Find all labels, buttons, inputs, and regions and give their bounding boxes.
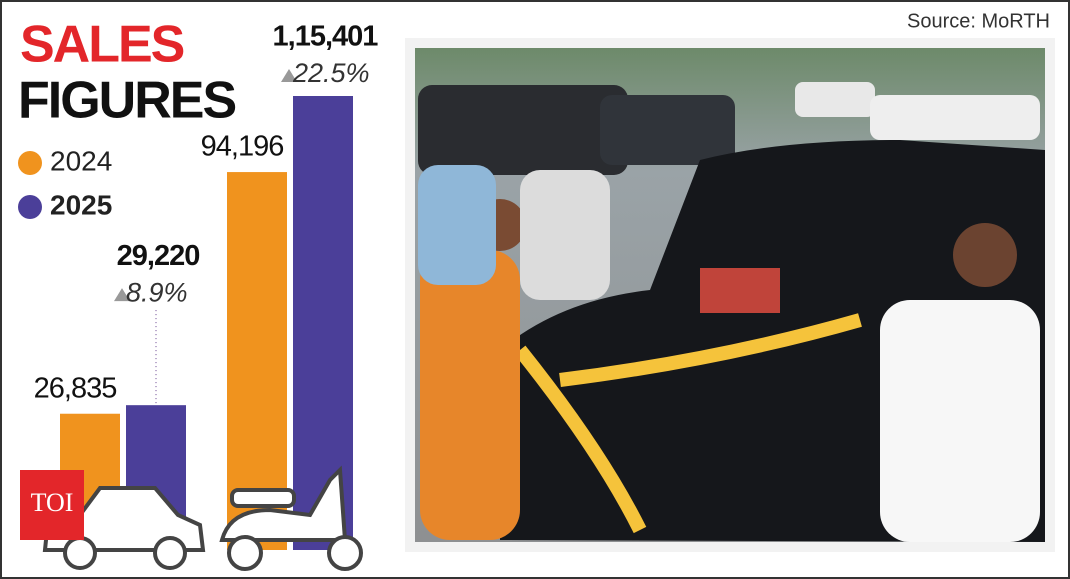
value-label: 26,835 (34, 372, 117, 404)
car-icon (42, 486, 206, 570)
photo-person (420, 250, 520, 540)
photo (405, 38, 1055, 552)
value-label: 29,220 (117, 240, 200, 272)
growth-arrow (281, 69, 297, 82)
value-label: 94,196 (201, 131, 284, 163)
logo-box (20, 470, 84, 540)
logo: TOI (31, 488, 74, 517)
photo-person (520, 170, 610, 300)
value-label: 1,15,401 (273, 21, 379, 53)
source: Source: MoRTH (907, 10, 1050, 32)
photo-car (418, 85, 628, 175)
photo-person (953, 223, 1017, 287)
bar (293, 96, 353, 550)
bar (227, 172, 287, 550)
legend-label: 2025 (50, 189, 112, 220)
title-line: SALES (20, 16, 184, 74)
photo-person (880, 300, 1040, 542)
growth-label: 8.9% (126, 277, 188, 307)
photo-box (700, 268, 780, 313)
legend-label: 2024 (50, 145, 112, 176)
photo-garland (514, 313, 862, 534)
growth-arrow (114, 288, 130, 302)
growth-label: 22.5% (292, 58, 370, 88)
photo-car (795, 82, 875, 117)
legend-swatch (18, 195, 42, 219)
photo-person (418, 165, 496, 285)
photo-car (870, 95, 1040, 140)
title-line: FIGURES (18, 72, 235, 130)
legend-swatch (18, 151, 42, 175)
photo-car (600, 95, 735, 165)
scooter-icon (219, 465, 363, 571)
